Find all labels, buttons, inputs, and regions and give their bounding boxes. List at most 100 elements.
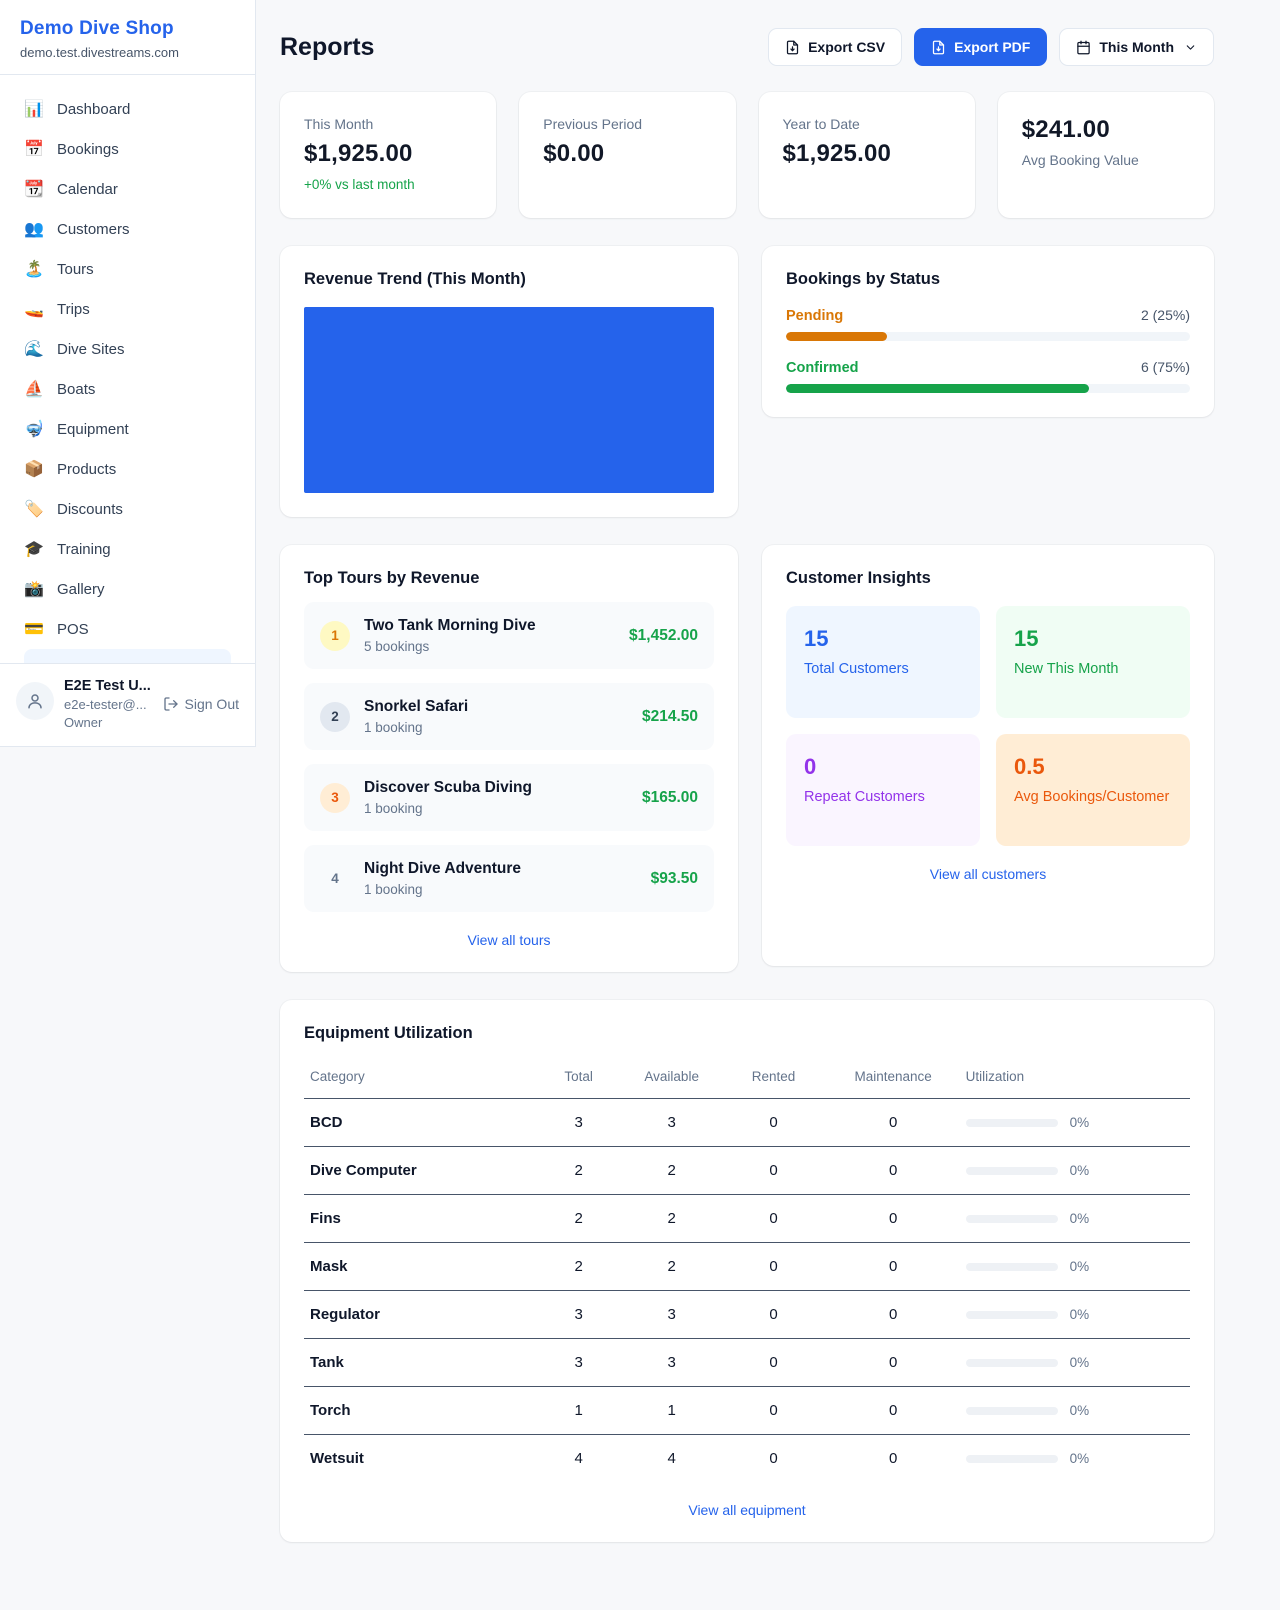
stat-label: Avg Booking Value [1021,152,1139,168]
status-row-pending: Pending 2 (25%) [786,307,1190,341]
utilization-bar-track [965,1358,1058,1367]
cell-total: 4 [574,1450,583,1467]
status-bar-track [786,332,1190,341]
cell-utilization: 0% [959,1146,1190,1195]
view-all-customers-link[interactable]: View all customers [929,866,1047,882]
insight-value: 15 [1014,626,1039,651]
utilization-percent: 0% [1069,1355,1090,1370]
sidebar-item-customers[interactable]: 👥 Customers [12,209,243,249]
cell-available: 3 [622,1338,721,1387]
sign-out-button[interactable]: Sign Out [163,696,239,712]
sidebar-item-dive-sites[interactable]: 🌊 Dive Sites [12,329,243,369]
cell-utilization: 0% [959,1194,1190,1243]
calendar-date-icon: 📅 [24,141,44,158]
sidebar-item-discounts[interactable]: 🏷️ Discounts [12,489,243,529]
sidebar-item-training[interactable]: 🎓 Training [12,529,243,569]
tour-bookings: 1 booking [364,882,423,897]
sidebar-item-label: POS [57,620,89,638]
export-csv-button[interactable]: Export CSV [768,28,903,66]
cell-rented: 0 [720,1386,827,1435]
period-label: This Month [1099,39,1174,55]
sidebar-item-label: Bookings [57,140,119,158]
sidebar-item-label: Equipment [57,420,129,438]
tour-row: 3 Discover Scuba Diving 1 booking $165.0… [304,764,714,831]
cell-category: Dive Computer [304,1146,535,1195]
cell-utilization: 0% [959,1338,1190,1387]
revenue-trend-title: Revenue Trend (This Month) [304,270,526,288]
camera-icon: 📸 [24,581,44,598]
tour-name: Night Dive Adventure [364,860,522,877]
cell-total: 2 [534,1194,623,1243]
col-category: Category [304,1059,535,1099]
view-all-tours-link[interactable]: View all tours [467,932,551,948]
table-row: Regulator 3 3 0 0 0% [304,1290,1190,1339]
calendar-icon [1077,40,1091,54]
col-maintenance: Maintenance [826,1059,960,1099]
cell-total: 1 [534,1386,623,1435]
sidebar-item-tours[interactable]: 🏝️ Tours [12,249,243,289]
status-label: Confirmed [786,360,859,376]
stats-row: This Month $1,925.00 +0% vs last month P… [280,92,1214,218]
tour-amount: $93.50 [650,869,698,887]
cell-total: 2 [534,1242,623,1291]
period-dropdown[interactable]: This Month [1059,28,1214,66]
sailboat-icon: ⛵ [24,381,44,398]
view-all-equipment-link[interactable]: View all equipment [688,1502,806,1518]
table-row: BCD 3 3 0 0 0% [304,1098,1190,1147]
utilization-bar-track [965,1214,1058,1223]
cell-rented: 0 [720,1146,827,1195]
status-value: 2 (25%) [1140,307,1190,323]
utilization-bar-track [965,1262,1058,1271]
sidebar-item-pos[interactable]: 💳 POS [12,609,243,649]
cell-total: 2 [534,1146,623,1195]
cell-utilization: 0% [959,1386,1190,1435]
utilization-bar-track [965,1166,1058,1175]
sidebar-item-bookings[interactable]: 📅 Bookings [12,129,243,169]
tour-amount: $214.50 [641,707,698,725]
sidebar-item-label: Calendar [57,180,118,198]
sidebar-item-label: Dive Sites [57,340,125,358]
calendar-icon: 📆 [24,181,44,198]
col-utilization: Utilization [959,1059,1190,1099]
stat-card-this-month: This Month $1,925.00 +0% vs last month [280,92,497,218]
customer-insights-title: Customer Insights [786,569,931,587]
insight-label: New This Month [1014,661,1119,677]
revenue-trend-chart [304,307,714,493]
cell-utilization: 0% [959,1242,1190,1291]
export-pdf-button[interactable]: Export PDF [914,28,1048,66]
sidebar-item-gallery[interactable]: 📸 Gallery [12,569,243,609]
sidebar-item-boats[interactable]: ⛵ Boats [12,369,243,409]
insight-total-customers: 15 Total Customers [786,606,980,718]
sidebar-nav: 📊 Dashboard 📅 Bookings 📆 Calendar 👥 Cust… [0,75,255,663]
stat-value: $1,925.00 [304,140,413,167]
status-row-confirmed: Confirmed 6 (75%) [786,359,1190,393]
person-icon [28,694,42,709]
tour-name: Two Tank Morning Dive [364,617,536,634]
sidebar-item-label: Tours [57,260,94,278]
insight-value: 0 [804,754,817,779]
sidebar-item-reports-partial[interactable] [24,649,231,663]
tour-amount: $1,452.00 [629,626,698,644]
sidebar-item-calendar[interactable]: 📆 Calendar [12,169,243,209]
sidebar-item-label: Gallery [57,580,105,598]
top-tours-title: Top Tours by Revenue [304,569,480,587]
stat-label: This Month [304,116,374,132]
sidebar: Demo Dive Shop demo.test.divestreams.com… [0,0,256,747]
sidebar-item-dashboard[interactable]: 📊 Dashboard [12,89,243,129]
cell-category: Wetsuit [310,1450,364,1467]
file-download-icon [932,40,945,54]
insight-label: Repeat Customers [804,789,925,805]
cell-maintenance: 0 [826,1194,960,1243]
utilization-percent: 0% [1069,1307,1090,1322]
user-name: E2E Test U... [64,678,151,694]
utilization-bar-track [965,1310,1058,1319]
utilization-bar-track [965,1454,1058,1463]
revenue-trend-card: Revenue Trend (This Month) [280,246,738,517]
sidebar-item-products[interactable]: 📦 Products [12,449,243,489]
main-content: Reports Export CSV Export PDF This Month… [256,0,1280,1598]
sidebar-item-trips[interactable]: 🚤 Trips [12,289,243,329]
sidebar-item-equipment[interactable]: 🤿 Equipment [12,409,243,449]
stat-label: Year to Date [782,116,860,132]
insight-value: 0.5 [1014,754,1045,779]
tour-bookings: 1 booking [364,720,423,735]
